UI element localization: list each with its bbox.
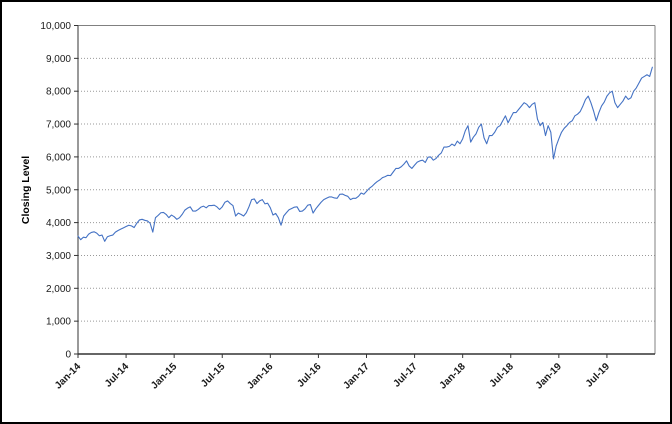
y-tick-label: 1,000 xyxy=(46,317,71,328)
y-axis-ticks-group: 0 1,000 2,000 3,000 4,000 5,000 6,000 7,000 8,00… xyxy=(40,21,78,361)
x-tick-label: Jul-18 xyxy=(488,361,517,390)
y-tick-label: 7,000 xyxy=(46,120,71,131)
series-group xyxy=(77,66,653,242)
x-tick-label: Jul-16 xyxy=(295,361,324,390)
x-tick-label: Jan-14 xyxy=(53,361,83,391)
y-tick-label: 6,000 xyxy=(46,152,71,163)
y-tick-label: 8,000 xyxy=(46,87,71,98)
y-tick-label: 3,000 xyxy=(46,251,71,262)
x-tick-label: Jul-19 xyxy=(584,361,613,390)
x-axis-ticks-group: Jan-14 Jul-14 Jan-15 Jul-15 Jan-16 Jul-16 Jan-… xyxy=(53,354,612,392)
y-tick-label: 10,000 xyxy=(40,21,71,32)
series-line-closing-level xyxy=(77,66,653,242)
x-tick-label: Jan-17 xyxy=(341,361,371,391)
x-tick-label: Jan-16 xyxy=(245,361,275,391)
y-tick-label: 9,000 xyxy=(46,54,71,65)
y-tick-label: 0 xyxy=(65,350,71,361)
gridlines-group xyxy=(78,57,655,322)
x-tick-label: Jan-15 xyxy=(149,361,179,391)
x-tick-label: Jul-17 xyxy=(391,361,420,390)
y-tick-label: 5,000 xyxy=(46,185,71,196)
x-tick-label: Jan-18 xyxy=(438,361,468,391)
x-tick-label: Jul-15 xyxy=(199,361,228,390)
x-tick-label: Jul-14 xyxy=(103,361,132,390)
y-tick-label: 2,000 xyxy=(46,284,71,295)
y-tick-label: 4,000 xyxy=(46,218,71,229)
x-tick-label: Jan-19 xyxy=(534,361,564,391)
y-axis-title: Closing Level xyxy=(20,156,32,224)
